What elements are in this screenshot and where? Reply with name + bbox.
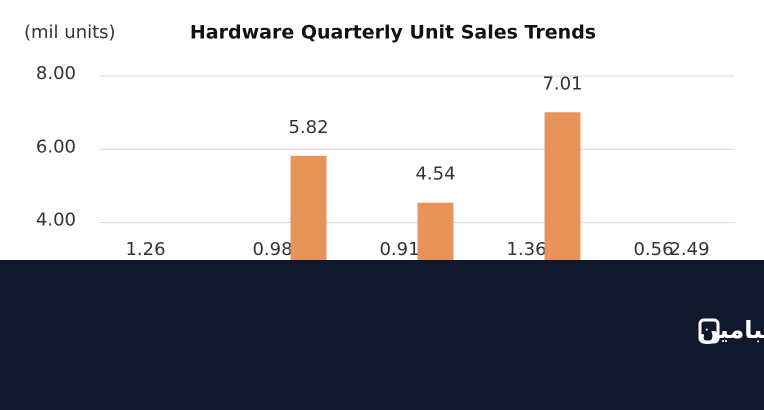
data-label: 0.91 xyxy=(379,239,419,260)
data-label: 7.01 xyxy=(542,73,582,94)
data-label: 2.49 xyxy=(669,239,709,260)
y-tick-label: 4.00 xyxy=(36,210,76,231)
data-label: 0.56 xyxy=(633,239,673,260)
data-label: 0.98 xyxy=(252,239,292,260)
logo-icon xyxy=(698,318,720,344)
y-tick-label: 8.00 xyxy=(36,63,76,84)
banner xyxy=(0,260,764,410)
chart-title: Hardware Quarterly Unit Sales Trends xyxy=(190,22,596,44)
data-label: 5.82 xyxy=(288,117,328,138)
data-label: 1.36 xyxy=(506,239,546,260)
y-axis-label: (mil units) xyxy=(24,22,116,43)
data-label: 1.26 xyxy=(125,239,165,260)
data-label: 4.54 xyxy=(415,164,455,185)
y-tick-label: 6.00 xyxy=(36,136,76,157)
